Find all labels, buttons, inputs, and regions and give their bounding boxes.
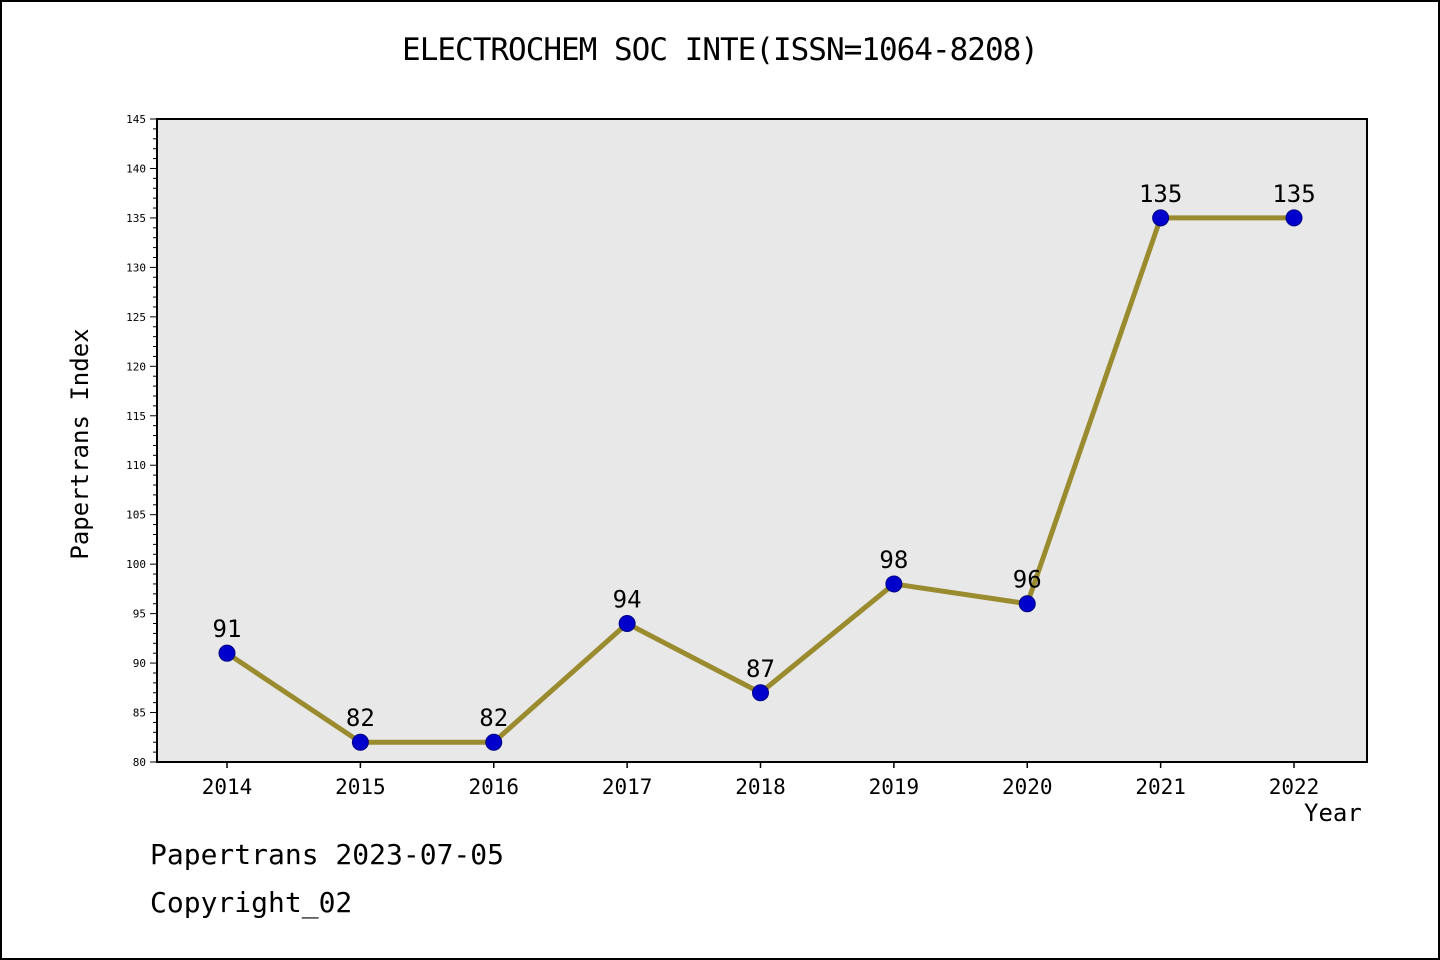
plot-area	[156, 118, 1368, 763]
x-tick-label: 2022	[1269, 775, 1320, 799]
data-point	[1152, 209, 1170, 227]
chart-plot: 80 85 90 95 100 105 110 115 120 125 130 135 140 145 20…	[126, 113, 1368, 799]
data-point-label: 94	[613, 586, 642, 614]
y-tick-label: 100	[126, 558, 146, 571]
data-point-label: 87	[746, 655, 775, 683]
footer-copyright: Copyright_02	[150, 886, 353, 919]
x-tick-label: 2021	[1135, 775, 1186, 799]
data-point	[1285, 209, 1303, 227]
data-point	[885, 575, 903, 593]
x-axis-label: Year	[1304, 799, 1362, 827]
y-tick-label: 115	[126, 410, 146, 423]
x-tick-label: 2015	[335, 775, 386, 799]
y-tick-label: 140	[126, 162, 146, 175]
y-tick-label: 120	[126, 360, 146, 373]
data-point-label: 82	[479, 704, 508, 732]
x-tick-label: 2020	[1002, 775, 1053, 799]
data-point-label: 82	[346, 704, 375, 732]
y-tick-label: 130	[126, 261, 146, 274]
data-point-label: 96	[1013, 566, 1042, 594]
y-tick-label: 135	[126, 212, 146, 225]
data-point-label: 135	[1272, 180, 1315, 208]
data-point	[218, 644, 236, 662]
y-tick-label: 105	[126, 509, 146, 522]
y-tick-label: 90	[133, 657, 146, 670]
data-point	[351, 733, 369, 751]
data-point-label: 135	[1139, 180, 1182, 208]
data-point	[485, 733, 503, 751]
x-tick-label: 2014	[202, 775, 253, 799]
x-tick-label: 2017	[602, 775, 653, 799]
data-point	[618, 615, 636, 633]
data-point	[752, 684, 769, 702]
y-tick-label: 125	[126, 311, 146, 324]
x-tick-label: 2018	[735, 775, 786, 799]
data-point-label: 98	[879, 546, 908, 574]
x-tick-label: 2016	[468, 775, 519, 799]
y-tick-label: 80	[133, 756, 146, 769]
x-tick-label: 2019	[869, 775, 920, 799]
data-point	[1018, 595, 1036, 613]
data-point-label: 91	[213, 615, 242, 643]
y-tick-label: 85	[133, 707, 146, 720]
y-tick-label: 95	[133, 608, 146, 621]
y-tick-label: 145	[126, 113, 146, 126]
y-axis-label: Papertrans Index	[66, 328, 94, 560]
y-tick-label: 110	[126, 459, 146, 472]
footer-source-date: Papertrans 2023-07-05	[150, 838, 505, 871]
chart-title: ELECTROCHEM SOC INTE(ISSN=1064-8208)	[402, 32, 1039, 68]
